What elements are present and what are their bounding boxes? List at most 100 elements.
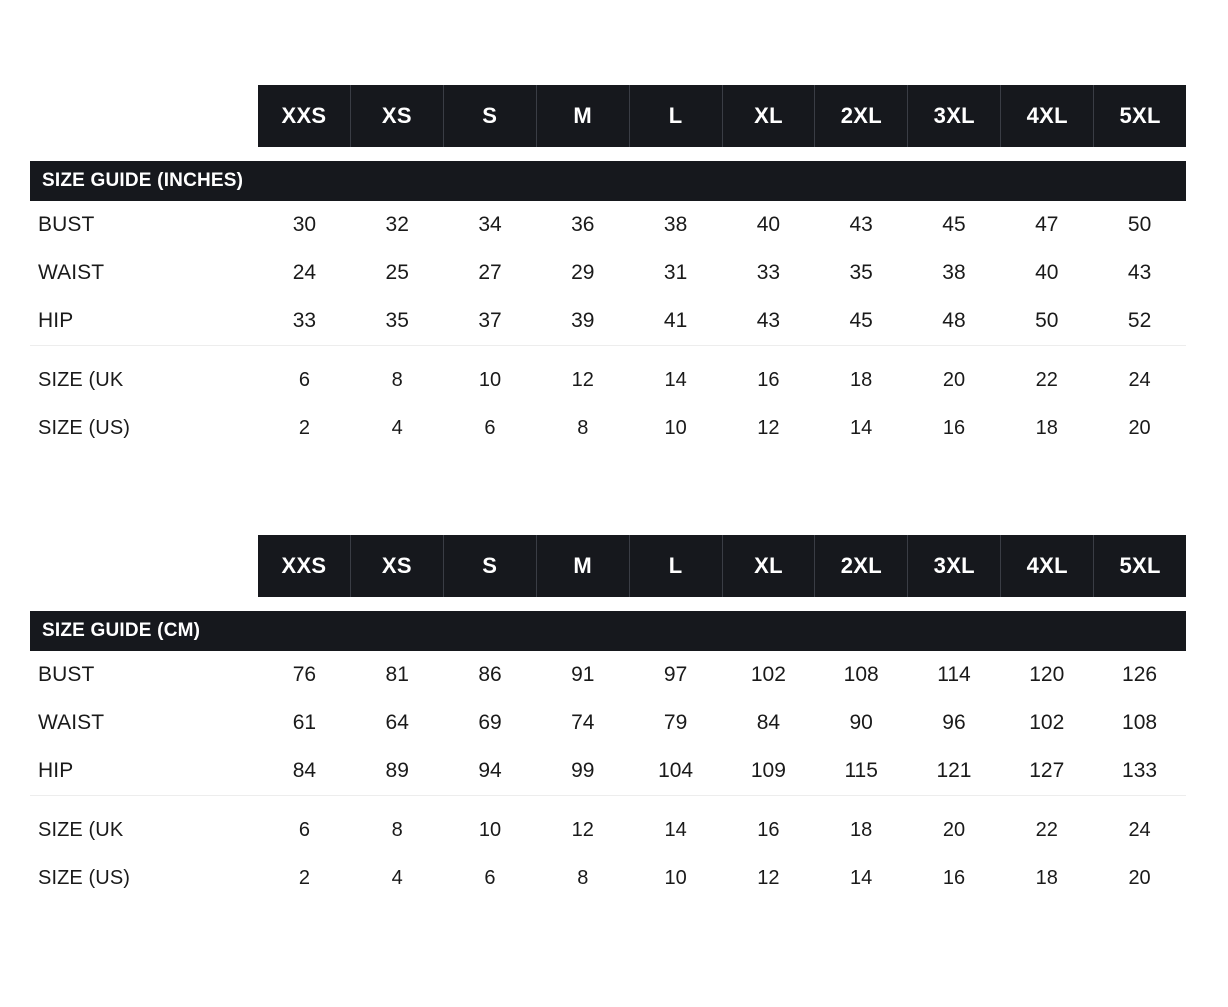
- row-values-bust: 76 81 86 91 97 102 108 114 120 126: [258, 663, 1186, 687]
- table-row-size-us-inches: SIZE (US) 2 4 6 8 10 12 14 16 18 20: [30, 404, 1186, 452]
- cell-value: 94: [478, 759, 502, 782]
- size-header-row-cm: XXS XS S M L XL 2XL 3XL 4XL 5XL: [258, 535, 1186, 597]
- cell-value: 108: [1122, 711, 1158, 734]
- size-header-cell-2xl: 2XL: [815, 535, 909, 597]
- cell-value: 48: [942, 309, 966, 332]
- row-label-bust: BUST: [38, 663, 95, 686]
- row-label-size-uk: SIZE (UK: [38, 368, 124, 391]
- cell-value: 35: [385, 309, 409, 332]
- cell-value: 16: [942, 416, 966, 439]
- size-header-cell-xl: XL: [723, 85, 816, 147]
- cell-value: 90: [849, 711, 873, 734]
- size-guide-inches-table: XXS XS S M L XL 2XL 3XL 4XL 5XL SIZE GUI…: [30, 85, 1186, 452]
- table-row-waist-cm: WAIST 61 64 69 74 79 84 90 96 102 108: [30, 699, 1186, 747]
- cell-value: 20: [942, 368, 966, 391]
- size-header-cell-4xl: 4XL: [1001, 535, 1095, 597]
- cell-value: 121: [936, 759, 972, 782]
- cell-value: 14: [664, 818, 687, 841]
- cell-value: 12: [571, 818, 594, 841]
- cell-value: 38: [663, 213, 688, 236]
- row-label-size-us: SIZE (US): [38, 416, 131, 439]
- cell-value: 109: [750, 759, 786, 782]
- size-header-cell-2xl: 2XL: [815, 85, 909, 147]
- cell-value: 6: [298, 368, 310, 391]
- cell-value: 81: [385, 663, 409, 686]
- cell-value: 40: [756, 213, 781, 236]
- row-values-bust: 30 32 34 36 38 40 43 45 47 50: [258, 213, 1186, 237]
- cell-value: 91: [571, 663, 595, 686]
- cell-value: 10: [478, 818, 502, 841]
- cell-value: 20: [1128, 416, 1151, 439]
- cell-value: 43: [849, 213, 873, 236]
- cell-value: 37: [478, 309, 502, 332]
- cell-value: 18: [850, 818, 873, 841]
- cell-value: 84: [292, 759, 317, 782]
- cell-value: 22: [1035, 818, 1058, 841]
- table-row-size-uk-cm: SIZE (UK 6 8 10 12 14 16 18 20 22 24: [30, 806, 1186, 854]
- row-label-size-uk: SIZE (UK: [38, 818, 124, 841]
- cell-value: 6: [484, 416, 496, 439]
- cell-value: 115: [844, 759, 878, 782]
- cell-value: 8: [391, 818, 403, 841]
- size-header-cell-m: M: [537, 535, 630, 597]
- cell-value: 50: [1035, 309, 1059, 332]
- row-values-waist: 24 25 27 29 31 33 35 38 40 43: [258, 261, 1186, 285]
- cell-value: 86: [478, 663, 502, 686]
- cell-value: 89: [385, 759, 409, 782]
- size-header-cell-5xl: 5XL: [1119, 553, 1161, 578]
- cell-value: 96: [942, 711, 966, 734]
- row-values-size-us: 2 4 6 8 10 12 14 16 18 20: [258, 417, 1186, 440]
- cell-value: 35: [849, 261, 873, 284]
- cell-value: 39: [571, 309, 595, 332]
- cell-value: 102: [1029, 711, 1065, 734]
- table-row-bust-inches: BUST 30 32 34 36 38 40 43 45 47 50: [30, 201, 1186, 249]
- size-header-cell-3xl: 3XL: [908, 535, 1002, 597]
- cell-value: 2: [298, 866, 310, 889]
- cell-value: 18: [1035, 866, 1058, 889]
- size-header-cell-xxs: XXS: [258, 85, 351, 147]
- cell-value: 18: [850, 368, 873, 391]
- cell-value: 25: [385, 261, 409, 284]
- row-divider: [30, 795, 1186, 796]
- row-label-size-us: SIZE (US): [38, 866, 131, 889]
- cell-value: 34: [478, 213, 502, 236]
- cell-value: 33: [292, 309, 317, 332]
- cell-value: 43: [1127, 261, 1152, 284]
- size-header-row-inches: XXS XS S M L XL 2XL 3XL 4XL 5XL: [258, 85, 1186, 147]
- cell-value: 43: [756, 309, 781, 332]
- cell-value: 79: [663, 711, 688, 734]
- cell-value: 20: [942, 818, 966, 841]
- row-label-hip: HIP: [38, 759, 74, 782]
- cell-value: 69: [478, 711, 502, 734]
- size-header-cell-xs: XS: [351, 85, 444, 147]
- size-header-cell-4xl: 4XL: [1001, 85, 1095, 147]
- cell-value: 8: [577, 416, 589, 439]
- cell-value: 45: [849, 309, 873, 332]
- row-label-hip: HIP: [38, 309, 74, 332]
- row-label-waist: WAIST: [38, 261, 105, 284]
- row-divider: [30, 345, 1186, 346]
- size-header-cell-5xl: 5XL: [1119, 103, 1161, 128]
- table-row-waist-inches: WAIST 24 25 27 29 31 33 35 38 40 43: [30, 249, 1186, 297]
- size-header-cell-l: L: [630, 535, 723, 597]
- cell-value: 14: [850, 416, 873, 439]
- cell-value: 2: [298, 416, 310, 439]
- cell-value: 104: [658, 759, 694, 782]
- banner-title-inches: SIZE GUIDE (INCHES): [42, 170, 244, 191]
- cell-value: 20: [1128, 866, 1151, 889]
- measurement-rows-inches: BUST 30 32 34 36 38 40 43 45 47 50 WAIST: [30, 201, 1186, 452]
- cell-value: 97: [663, 663, 688, 686]
- cell-value: 27: [478, 261, 502, 284]
- cell-value: 36: [571, 213, 595, 236]
- cell-value: 4: [391, 416, 403, 439]
- cell-value: 8: [391, 368, 403, 391]
- table-row-hip-inches: HIP 33 35 37 39 41 43 45 48 50 52: [30, 297, 1186, 345]
- cell-value: 10: [664, 866, 687, 889]
- cell-value: 24: [1128, 818, 1151, 841]
- cell-value: 22: [1035, 368, 1058, 391]
- cell-value: 6: [298, 818, 310, 841]
- cell-value: 127: [1029, 759, 1065, 782]
- cell-value: 99: [571, 759, 595, 782]
- size-header-cell-m: M: [537, 85, 630, 147]
- size-header-cell-xxs: XXS: [258, 535, 351, 597]
